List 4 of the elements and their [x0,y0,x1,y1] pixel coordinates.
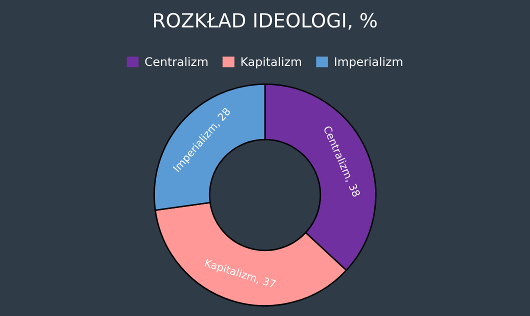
legend-label: Kapitalizm [241,56,301,68]
legend-label: Imperializm [335,56,402,68]
legend-label: Centralizm [145,56,208,66]
chart-title: ROZKŁAD IDEOLOGI, % [154,12,377,30]
